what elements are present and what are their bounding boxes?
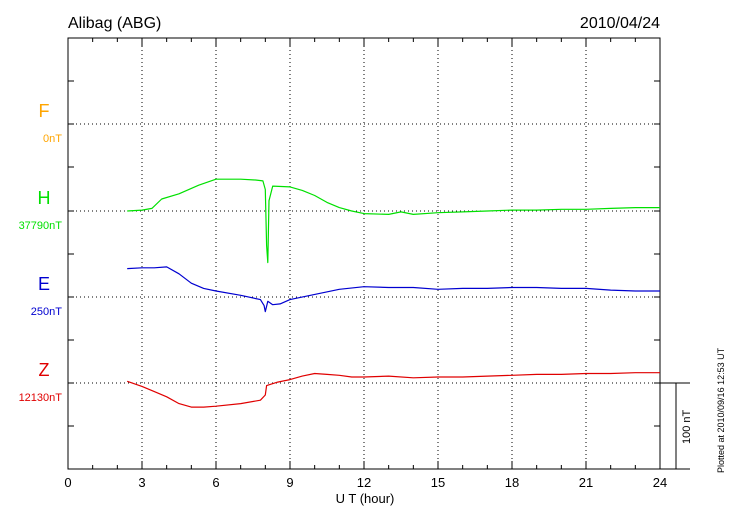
series-line-z [127, 372, 660, 408]
component-name-e: E [38, 274, 50, 294]
scale-bar-label: 100 nT [681, 409, 693, 444]
x-tick-label: 24 [653, 475, 667, 490]
x-tick-label: 15 [431, 475, 445, 490]
component-baseline-e: 250nT [31, 306, 62, 318]
component-name-f: F [39, 101, 50, 121]
x-tick-label: 9 [286, 475, 293, 490]
component-baseline-h: 37790nT [19, 220, 63, 232]
component-baseline-f: 0nT [43, 133, 62, 145]
plot-frame [67, 37, 661, 470]
x-tick-label: 6 [212, 475, 219, 490]
series-lines [127, 178, 660, 408]
date-title: 2010/04/24 [580, 15, 660, 32]
x-axis-ticks: 0 3 6 9 12 15 18 21 24 [64, 475, 667, 490]
x-tick-label: 3 [138, 475, 145, 490]
component-baseline-z: 12130nT [19, 392, 63, 404]
component-name-z: Z [39, 360, 50, 380]
x-tick-label: 18 [505, 475, 519, 490]
gridlines [68, 38, 660, 469]
series-line-e [127, 266, 660, 313]
x-tick-label: 21 [579, 475, 593, 490]
series-line-h [127, 178, 660, 264]
plotted-at-note: Plotted at 2010/09/16 12:53 UT [716, 347, 726, 473]
station-title: Alibag (ABG) [68, 15, 161, 32]
x-axis-title: U T (hour) [336, 491, 395, 506]
component-labels: F 0nT H 37790nT E 250nT Z 12130nT [19, 101, 63, 404]
x-tick-label: 12 [357, 475, 371, 490]
component-name-h: H [38, 188, 51, 208]
scale-bar: 100 nT [660, 382, 693, 470]
x-tick-label: 0 [64, 475, 71, 490]
